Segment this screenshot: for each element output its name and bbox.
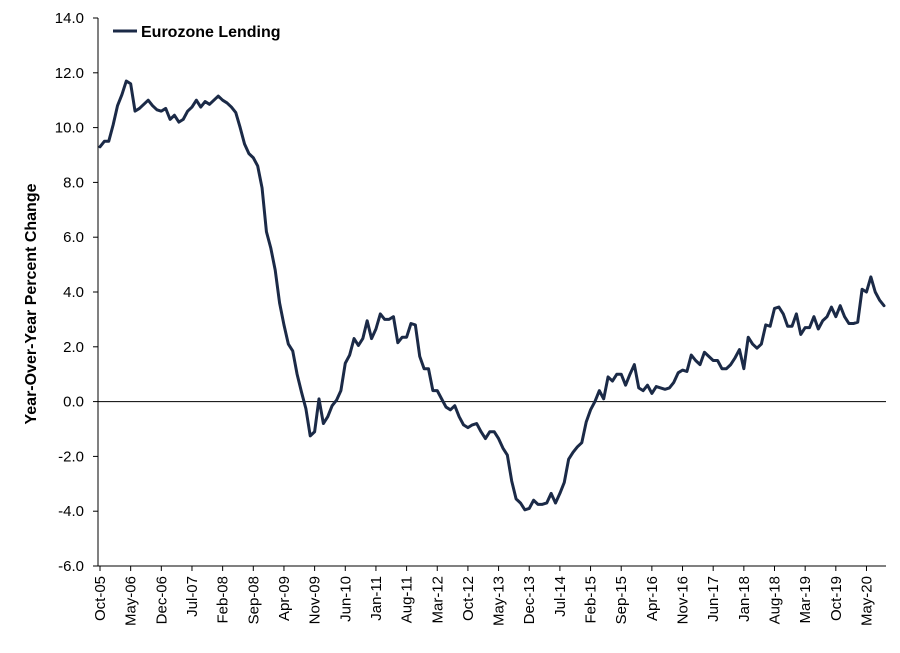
y-tick-label: 2.0 <box>63 339 84 356</box>
x-tick-label: Mar-19 <box>797 576 814 624</box>
x-axis-ticks: Oct-05 May-06 Dec-06 Jul-07 Feb-08 Sep-08 Apr-… <box>92 566 875 626</box>
x-tick-label: Sep-08 <box>245 576 262 624</box>
x-tick-label: Jul-14 <box>552 576 569 617</box>
y-axis-ticks: 14.0 12.0 10.0 8.0 6.0 4.0 2.0 0.0 -2.0 -4.0 -6.0 <box>55 10 98 575</box>
x-tick-label: Apr-16 <box>644 576 661 621</box>
y-tick-label: -2.0 <box>58 448 84 465</box>
x-tick-label: Nov-09 <box>307 576 324 624</box>
x-tick-label: May-06 <box>123 576 140 626</box>
y-tick-label: 0.0 <box>63 394 84 411</box>
y-tick-label: -6.0 <box>58 558 84 575</box>
y-tick-label: 6.0 <box>63 229 84 246</box>
x-tick-label: Nov-16 <box>675 576 692 624</box>
y-axis-title: Year-Over-Year Percent Change <box>23 183 40 424</box>
x-tick-label: Oct-05 <box>92 576 109 621</box>
series-line-eurozone-lending <box>98 79 886 512</box>
legend-label: Eurozone Lending <box>141 24 281 41</box>
y-tick-label: 8.0 <box>63 174 84 191</box>
x-tick-label: Oct-12 <box>460 576 477 621</box>
x-tick-label: Jun-17 <box>705 576 722 622</box>
x-tick-label: Aug-18 <box>767 576 784 624</box>
x-tick-label: Sep-15 <box>613 576 630 624</box>
x-tick-label: Mar-12 <box>429 576 446 624</box>
y-tick-label: -4.0 <box>58 503 84 520</box>
x-tick-label: Jun-10 <box>337 576 354 622</box>
y-tick-label: 12.0 <box>55 65 84 82</box>
x-tick-label: Jul-07 <box>184 576 201 617</box>
legend: Eurozone Lending <box>113 24 281 41</box>
y-tick-label: 4.0 <box>63 284 84 301</box>
x-tick-label: Feb-08 <box>215 576 232 624</box>
x-tick-label: Feb-15 <box>583 576 600 624</box>
x-tick-label: May-13 <box>491 576 508 626</box>
x-tick-label: Jan-18 <box>736 576 753 622</box>
x-tick-label: Aug-11 <box>399 576 416 623</box>
y-tick-label: 14.0 <box>55 10 84 27</box>
x-tick-label: Oct-19 <box>828 576 845 621</box>
x-tick-label: May-20 <box>858 576 875 626</box>
x-tick-label: Dec-13 <box>521 576 538 624</box>
x-tick-label: Dec-06 <box>153 576 170 624</box>
y-tick-label: 10.0 <box>55 120 84 137</box>
x-tick-label: Jan-11 <box>368 576 385 621</box>
x-tick-label: Apr-09 <box>276 576 293 621</box>
